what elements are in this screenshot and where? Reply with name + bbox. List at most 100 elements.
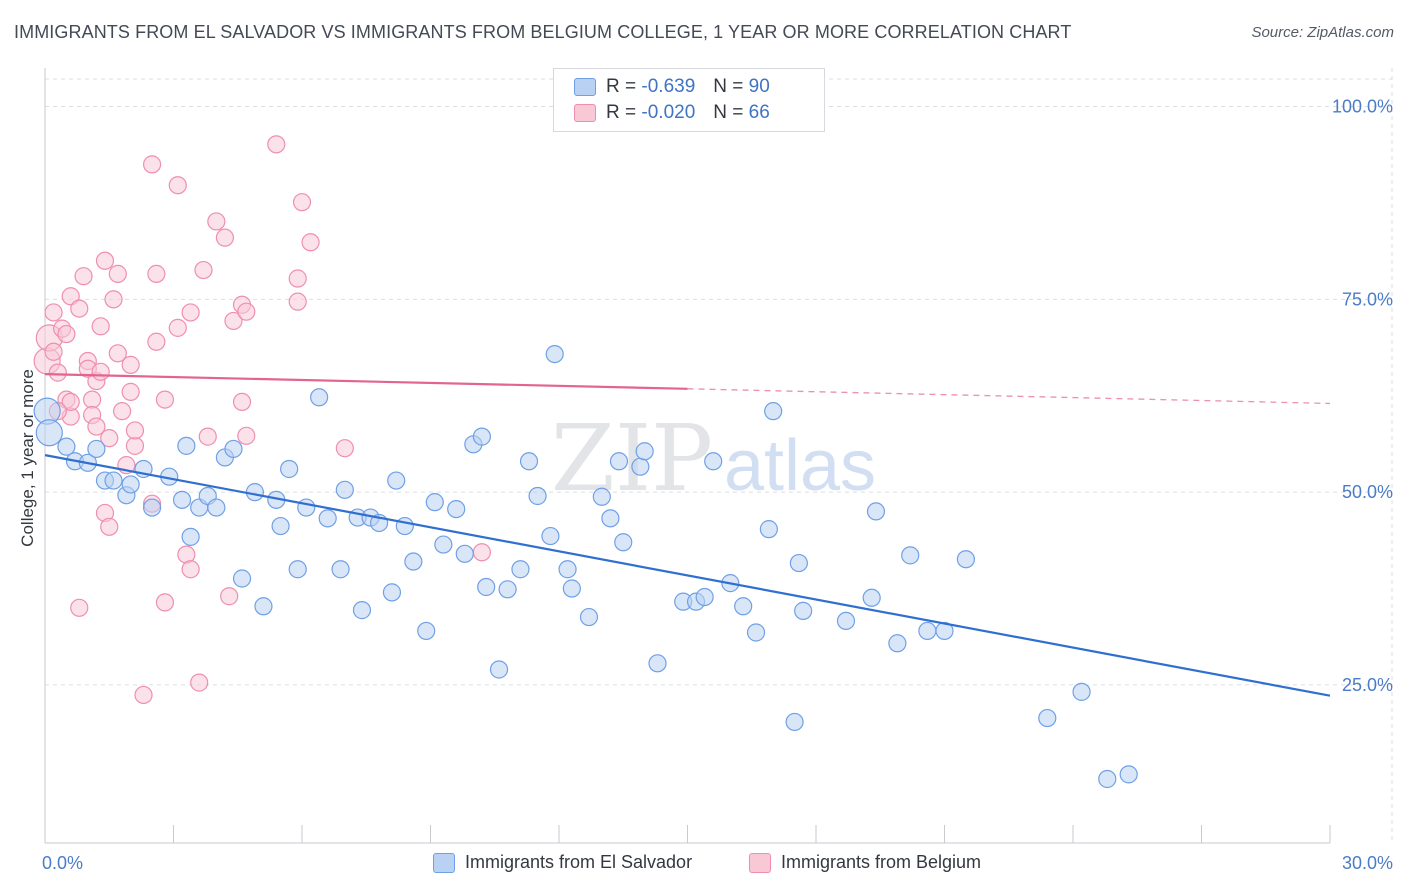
el-salvador-point-72 bbox=[746, 623, 766, 642]
el-salvador-point-13 bbox=[172, 490, 192, 509]
el-salvador-point-58 bbox=[579, 607, 599, 627]
belgium-point-41 bbox=[181, 560, 200, 579]
series-el-salvador bbox=[33, 344, 1138, 789]
belgium-point-47 bbox=[220, 587, 239, 606]
belgium-point-61 bbox=[108, 264, 127, 283]
el-salvador-point-30 bbox=[318, 509, 337, 528]
el-salvador-point-71 bbox=[734, 597, 753, 616]
el-salvador-point-15 bbox=[181, 527, 200, 546]
el-salvador-point-55 bbox=[545, 344, 564, 364]
y-tick-label-1: 50.0% bbox=[1342, 482, 1393, 502]
belgium-point-15 bbox=[83, 390, 102, 409]
series-legend-belgium[interactable]: Immigrants from Belgium bbox=[749, 852, 981, 873]
el-salvador-point-78 bbox=[836, 611, 856, 631]
belgium-point-57 bbox=[301, 233, 320, 252]
belgium-point-43 bbox=[194, 260, 213, 280]
el-salvador-point-76 bbox=[789, 553, 808, 573]
el-salvador-point-9 bbox=[121, 475, 140, 494]
series-swatch-el-salvador bbox=[433, 852, 455, 873]
belgium-point-42 bbox=[190, 673, 209, 692]
series-belgium bbox=[33, 135, 491, 705]
el-salvador-point-20 bbox=[224, 439, 243, 459]
el-salvador-point-34 bbox=[352, 601, 372, 620]
belgium-point-21 bbox=[95, 251, 115, 270]
belgium-point-52 bbox=[237, 302, 256, 321]
x-tick-labels: 0.0% 30.0% bbox=[42, 853, 1393, 873]
belgium-point-38 bbox=[168, 176, 187, 195]
el-salvador-point-26 bbox=[280, 459, 299, 479]
el-salvador-point-50 bbox=[498, 580, 517, 599]
belgium-point-32 bbox=[142, 155, 162, 174]
el-salvador-point-60 bbox=[601, 509, 620, 528]
el-salvador-point-47 bbox=[472, 427, 491, 446]
series-swatch-belgium bbox=[749, 852, 771, 873]
belgium-point-23 bbox=[104, 290, 123, 309]
belgium-point-35 bbox=[155, 390, 175, 409]
el-salvador-point-37 bbox=[382, 583, 402, 602]
series-legend-el-salvador[interactable]: Immigrants from El Salvador bbox=[433, 852, 692, 873]
el-salvador-point-65 bbox=[648, 654, 667, 673]
belgium-point-12 bbox=[70, 299, 89, 318]
belgium-point-36 bbox=[155, 593, 175, 612]
el-salvador-point-61 bbox=[609, 452, 629, 471]
belgium-point-28 bbox=[125, 436, 145, 455]
el-salvador-point-81 bbox=[888, 634, 907, 653]
belgium-point-64 bbox=[91, 317, 110, 336]
el-salvador-point-83 bbox=[918, 621, 937, 641]
el-salvador-point-2 bbox=[57, 437, 76, 456]
series-name-el-salvador: Immigrants from El Salvador bbox=[465, 852, 693, 872]
belgium-point-45 bbox=[207, 212, 226, 231]
el-salvador-trendline bbox=[44, 454, 1331, 697]
belgium-point-62 bbox=[100, 429, 119, 448]
el-salvador-point-77 bbox=[794, 601, 813, 620]
el-salvador-point-80 bbox=[866, 502, 886, 521]
belgium-point-6 bbox=[57, 324, 76, 344]
legend-swatch-el-salvador bbox=[574, 78, 596, 96]
el-salvador-point-32 bbox=[335, 480, 354, 499]
belgium-point-2 bbox=[44, 303, 63, 322]
belgium-point-34 bbox=[147, 332, 166, 351]
el-salvador-point-21 bbox=[232, 569, 252, 588]
el-salvador-point-29 bbox=[310, 388, 329, 407]
y-tick-label-2: 75.0% bbox=[1342, 289, 1393, 309]
belgium-point-60 bbox=[74, 267, 93, 286]
y-tick-labels: 25.0% 50.0% 75.0% 100.0% bbox=[1332, 97, 1393, 695]
belgium-point-46 bbox=[215, 228, 234, 247]
el-salvador-point-22 bbox=[245, 483, 264, 502]
belgium-point-50 bbox=[232, 392, 252, 412]
belgium-point-17 bbox=[87, 417, 106, 436]
el-salvador-point-64 bbox=[635, 442, 654, 461]
legend-n-value-el-salvador: 90 bbox=[748, 76, 770, 97]
el-salvador-point-18 bbox=[207, 498, 226, 517]
el-salvador-point-43 bbox=[434, 535, 453, 554]
el-salvador-point-49 bbox=[489, 660, 509, 679]
el-salvador-point-25 bbox=[271, 516, 290, 536]
belgium-point-53 bbox=[267, 135, 286, 154]
el-salvador-point-31 bbox=[331, 560, 350, 579]
el-salvador-point-27 bbox=[288, 560, 307, 579]
belgium-point-33 bbox=[147, 264, 166, 283]
el-salvador-point-68 bbox=[695, 587, 714, 607]
el-salvador-point-79 bbox=[862, 588, 881, 607]
el-salvador-point-39 bbox=[395, 516, 414, 536]
source-label: Source: ZipAtlas.com bbox=[1251, 24, 1394, 41]
belgium-point-40 bbox=[181, 303, 200, 322]
belgium-point-44 bbox=[198, 427, 217, 446]
legend-r-label: R = bbox=[606, 102, 637, 123]
belgium-point-65 bbox=[121, 382, 140, 401]
belgium-point-3 bbox=[44, 342, 63, 361]
legend-n-label: N = bbox=[713, 76, 744, 97]
belgium-point-51 bbox=[237, 426, 256, 445]
belgium-point-59 bbox=[472, 543, 491, 562]
el-salvador-point-85 bbox=[956, 550, 976, 569]
chart-title: IMMIGRANTS FROM EL SALVADOR VS IMMIGRANT… bbox=[14, 22, 1072, 42]
belgium-point-27 bbox=[121, 355, 140, 374]
el-salvador-point-1 bbox=[35, 419, 63, 447]
watermark-zip: ZIP bbox=[551, 405, 713, 512]
legend-row-el-salvador: R = -0.639 N = 90 bbox=[574, 74, 770, 100]
el-salvador-point-75 bbox=[785, 712, 804, 732]
el-salvador-point-23 bbox=[254, 597, 273, 616]
el-salvador-point-54 bbox=[541, 526, 560, 546]
el-salvador-point-44 bbox=[447, 499, 466, 519]
el-salvador-point-48 bbox=[477, 577, 496, 597]
